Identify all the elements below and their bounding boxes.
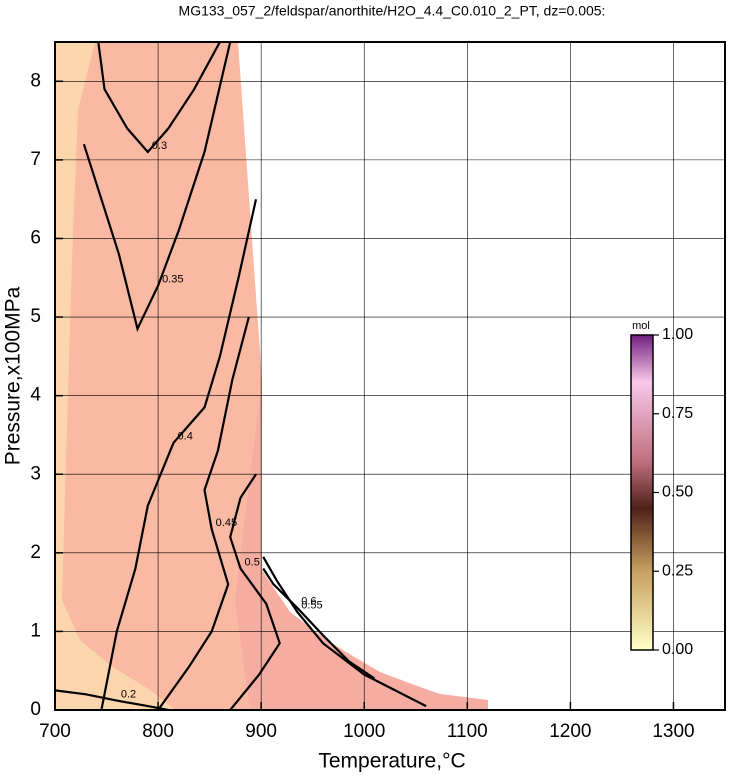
x-tick-label: 900 — [245, 721, 277, 742]
x-tick-label: 1300 — [652, 721, 694, 742]
y-tick-label: 5 — [30, 306, 41, 327]
y-tick-label: 7 — [30, 149, 41, 170]
contour-line — [82, 42, 232, 333]
low-field — [55, 42, 175, 710]
y-tick-label: 8 — [30, 70, 41, 91]
contour-line — [55, 689, 169, 710]
contour-label: 0.2 — [121, 688, 136, 700]
contour-label: 0.55 — [301, 600, 322, 612]
y-tick-label: 1 — [30, 620, 41, 641]
contours: 0.2 0.3 0.35 0.4 0.45 0.5 0.550.6 — [55, 42, 427, 710]
y-tick-label: 2 — [30, 542, 41, 563]
y-tick-label: 3 — [30, 463, 41, 484]
field — [55, 42, 488, 710]
contour-label: 0.6 — [301, 596, 316, 608]
colorbar — [630, 334, 654, 651]
contour-label: 0.5 — [245, 556, 260, 568]
contour-line — [97, 42, 221, 154]
contour-line — [157, 316, 250, 710]
colorbar-tick-label: 0.50 — [662, 484, 693, 501]
contour-line — [100, 198, 258, 710]
y-tick-label: 6 — [30, 227, 41, 248]
colorbar-label: mol — [632, 320, 650, 332]
contour-label: 0.35 — [162, 274, 183, 286]
high-field — [235, 380, 488, 710]
x-tick-label: 1000 — [343, 721, 385, 742]
contour-line — [262, 556, 427, 708]
chart-title: MG133_057_2/feldspar/anorthite/H2O_4.4_C… — [179, 3, 606, 19]
contour-label: 0.45 — [216, 517, 237, 529]
x-tick-label: 800 — [142, 721, 174, 742]
contour-line — [262, 567, 376, 680]
x-tick-label: 1200 — [549, 721, 591, 742]
x-axis-label: Temperature,°C — [318, 750, 465, 773]
colorbar-tick-label: 0.75 — [662, 405, 693, 422]
stable-field — [55, 42, 488, 710]
frame — [54, 41, 726, 711]
contour-line — [229, 473, 281, 710]
y-axis-label: Pressure,x100MPa — [2, 286, 25, 465]
y-tick-label: 0 — [30, 699, 41, 720]
contour-label: 0.4 — [178, 431, 193, 443]
grid — [54, 42, 725, 711]
contour-label: 0.3 — [152, 140, 167, 152]
colorbar-tick-label: 0.25 — [662, 562, 693, 579]
x-tick-label: 700 — [39, 721, 71, 742]
colorbar-tick-label: 1.00 — [662, 326, 693, 343]
x-tick-label: 1100 — [447, 721, 488, 742]
colorbar-tick-label: 0.00 — [662, 641, 693, 658]
y-tick-label: 4 — [30, 385, 41, 406]
